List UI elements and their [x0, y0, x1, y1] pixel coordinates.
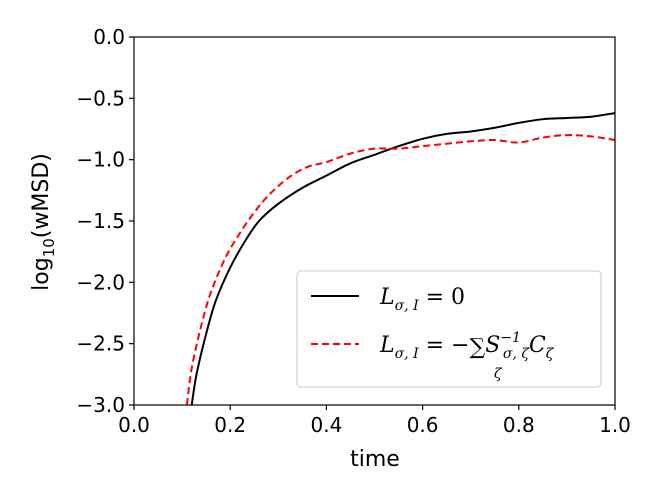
- x-tick-label: 0.2: [214, 413, 246, 437]
- series-line-solid: [190, 112, 615, 405]
- y-tick-label: −3.0: [76, 393, 125, 417]
- legend-sum-subscript: ζ: [494, 366, 503, 382]
- x-tick-label: 0.6: [407, 413, 439, 437]
- plot-area: [185, 112, 615, 405]
- ticks: 0.0 0.2 0.4 0.6 0.8 1.0 0.0 −0.5 −1.0 −1.5 −2.0 −2.…: [76, 25, 630, 437]
- legend: Lσ, I = 0 Lσ, I = −∑S−1 σ, ζCζ ζ: [296, 270, 602, 388]
- y-label-rest: (wMSD): [29, 153, 54, 238]
- x-tick-label: 0.0: [118, 413, 150, 437]
- svg-text:log10(wMSD): log10(wMSD): [29, 153, 58, 291]
- series-line-dashed: [185, 134, 615, 405]
- y-tick-label: −2.0: [76, 270, 125, 294]
- y-tick-label: −1.5: [76, 209, 125, 233]
- x-axis-label: time: [350, 447, 400, 472]
- x-tick-label: 0.8: [503, 413, 535, 437]
- y-label-main: log: [29, 257, 54, 291]
- y-tick-label: 0.0: [93, 25, 125, 49]
- y-tick-label: −0.5: [76, 86, 125, 110]
- y-tick-label: −2.5: [76, 332, 125, 356]
- y-label-sub: 10: [40, 238, 58, 257]
- y-tick-label: −1.0: [76, 148, 125, 172]
- legend-label-1: Lσ, I = 0: [379, 285, 465, 314]
- legend-box: [296, 270, 602, 388]
- x-tick-label: 0.4: [310, 413, 342, 437]
- x-tick-label: 1.0: [599, 413, 631, 437]
- legend-label-2: Lσ, I = −∑S−1 σ, ζCζ: [379, 330, 555, 362]
- y-axis-label: log10(wMSD): [29, 153, 58, 291]
- plot-frame: [133, 36, 616, 406]
